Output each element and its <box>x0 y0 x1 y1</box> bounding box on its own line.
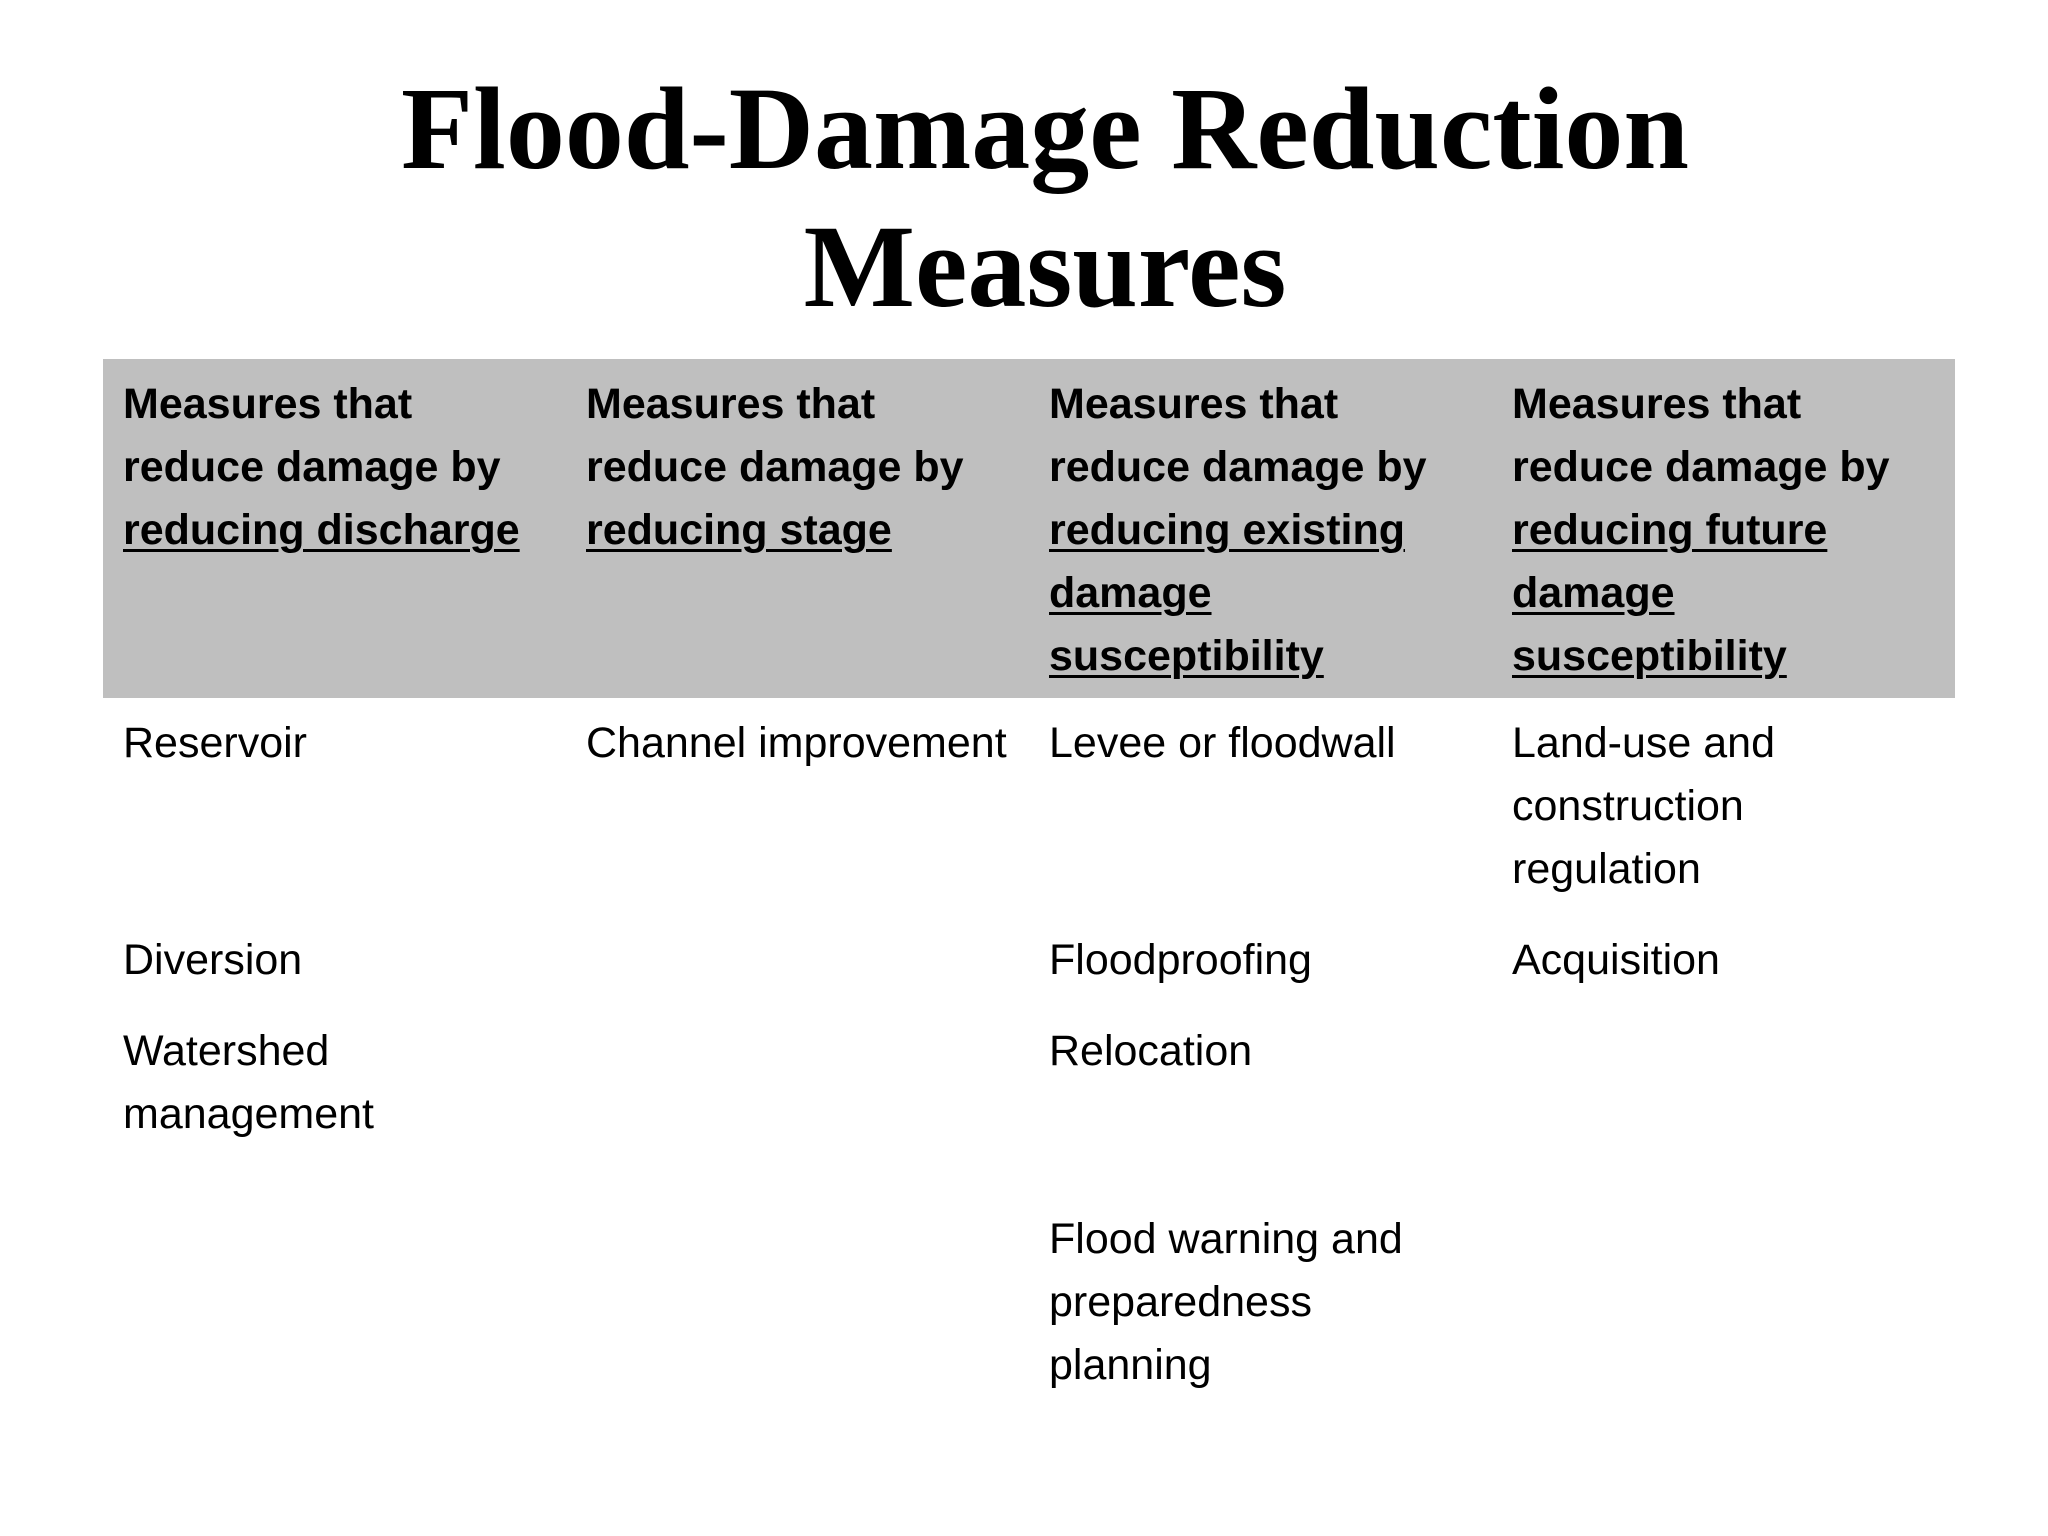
table-cell: Floodproofing <box>1049 936 1312 984</box>
header-emphasis: reducing stage <box>586 506 892 554</box>
table-cell: Watershed management <box>123 1027 374 1138</box>
table-cell <box>566 915 1029 1006</box>
table-cell <box>1492 1160 1955 1411</box>
table-cell <box>566 1160 1029 1411</box>
header-prefix: Measures that reduce damage by <box>1049 380 1427 491</box>
header-reducing-stage: Measures that reduce damage by reducing … <box>566 359 1029 698</box>
table-cell: Flood warning and preparedness planning <box>1049 1215 1403 1389</box>
header-prefix: Measures that reduce damage by <box>123 380 501 491</box>
table-cell: Diversion <box>123 936 303 984</box>
table-cell: Channel improvement <box>586 719 1007 767</box>
header-reducing-discharge: Measures that reduce damage by reducing … <box>103 359 566 698</box>
table-header-row: Measures that reduce damage by reducing … <box>103 359 1955 698</box>
table-cell: Land-use and construction regulation <box>1512 719 1775 893</box>
header-reducing-future-susceptibility: Measures that reduce damage by reducing … <box>1492 359 1955 698</box>
slide-title-line-1: Flood-Damage Reduction <box>400 63 1690 194</box>
table-cell: Reservoir <box>123 719 307 767</box>
table-row: Flood warning and preparedness planning <box>103 1160 1955 1411</box>
slide-title-line-2: Measures <box>803 201 1287 332</box>
header-prefix: Measures that reduce damage by <box>586 380 964 491</box>
header-emphasis: reducing existing damage susceptibility <box>1049 506 1406 680</box>
table-row: Diversion Floodproofing Acquisition <box>103 915 1955 1006</box>
table-cell <box>103 1160 566 1411</box>
table-cell: Acquisition <box>1512 936 1720 984</box>
header-reducing-existing-susceptibility: Measures that reduce damage by reducing … <box>1029 359 1492 698</box>
header-prefix: Measures that reduce damage by <box>1512 380 1890 491</box>
table-cell <box>566 1006 1029 1160</box>
measures-table: Measures that reduce damage by reducing … <box>103 359 1955 1411</box>
table-row: Reservoir Channel improvement Levee or f… <box>103 698 1955 915</box>
table-row: Watershed management Relocation <box>103 1006 1955 1160</box>
header-emphasis: reducing future damage susceptibility <box>1512 506 1828 680</box>
table-cell: Relocation <box>1049 1027 1253 1075</box>
slide-title: Flood-Damage Reduction Measures <box>0 60 2048 336</box>
table-cell <box>1492 1006 1955 1160</box>
header-emphasis: reducing discharge <box>123 506 520 554</box>
table-cell: Levee or floodwall <box>1049 719 1396 767</box>
